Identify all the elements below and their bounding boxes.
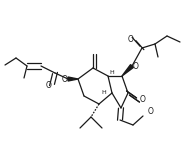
Text: O: O [45, 81, 51, 89]
Polygon shape [68, 77, 78, 81]
Text: H: H [109, 70, 114, 75]
Text: O: O [133, 61, 139, 71]
Text: O: O [61, 75, 67, 83]
Text: H: H [102, 91, 106, 95]
Text: O: O [140, 95, 146, 105]
Polygon shape [122, 65, 133, 76]
Text: O: O [127, 34, 133, 43]
Text: O: O [148, 107, 154, 116]
